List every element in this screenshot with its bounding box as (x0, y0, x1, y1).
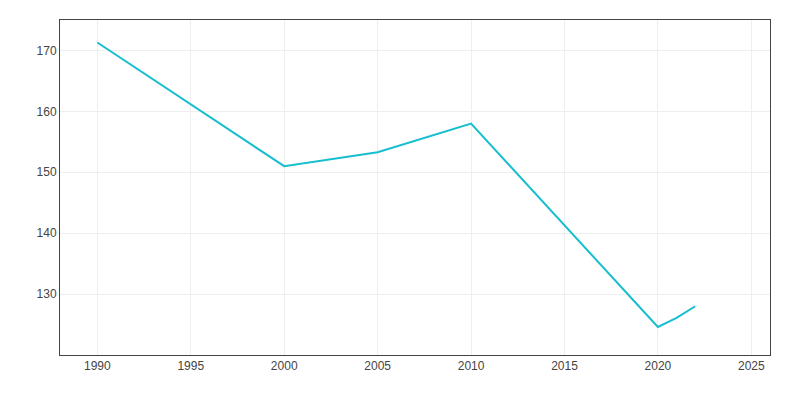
svg-text:2020: 2020 (645, 359, 672, 373)
svg-text:2000: 2000 (271, 359, 298, 373)
svg-text:2010: 2010 (458, 359, 485, 373)
svg-text:1990: 1990 (84, 359, 111, 373)
svg-text:1995: 1995 (177, 359, 204, 373)
svg-text:140: 140 (37, 226, 57, 240)
svg-text:170: 170 (37, 44, 57, 58)
svg-text:150: 150 (37, 165, 57, 179)
svg-text:130: 130 (37, 287, 57, 301)
svg-text:2015: 2015 (551, 359, 578, 373)
svg-text:2025: 2025 (738, 359, 765, 373)
svg-text:2005: 2005 (364, 359, 391, 373)
svg-text:160: 160 (37, 105, 57, 119)
